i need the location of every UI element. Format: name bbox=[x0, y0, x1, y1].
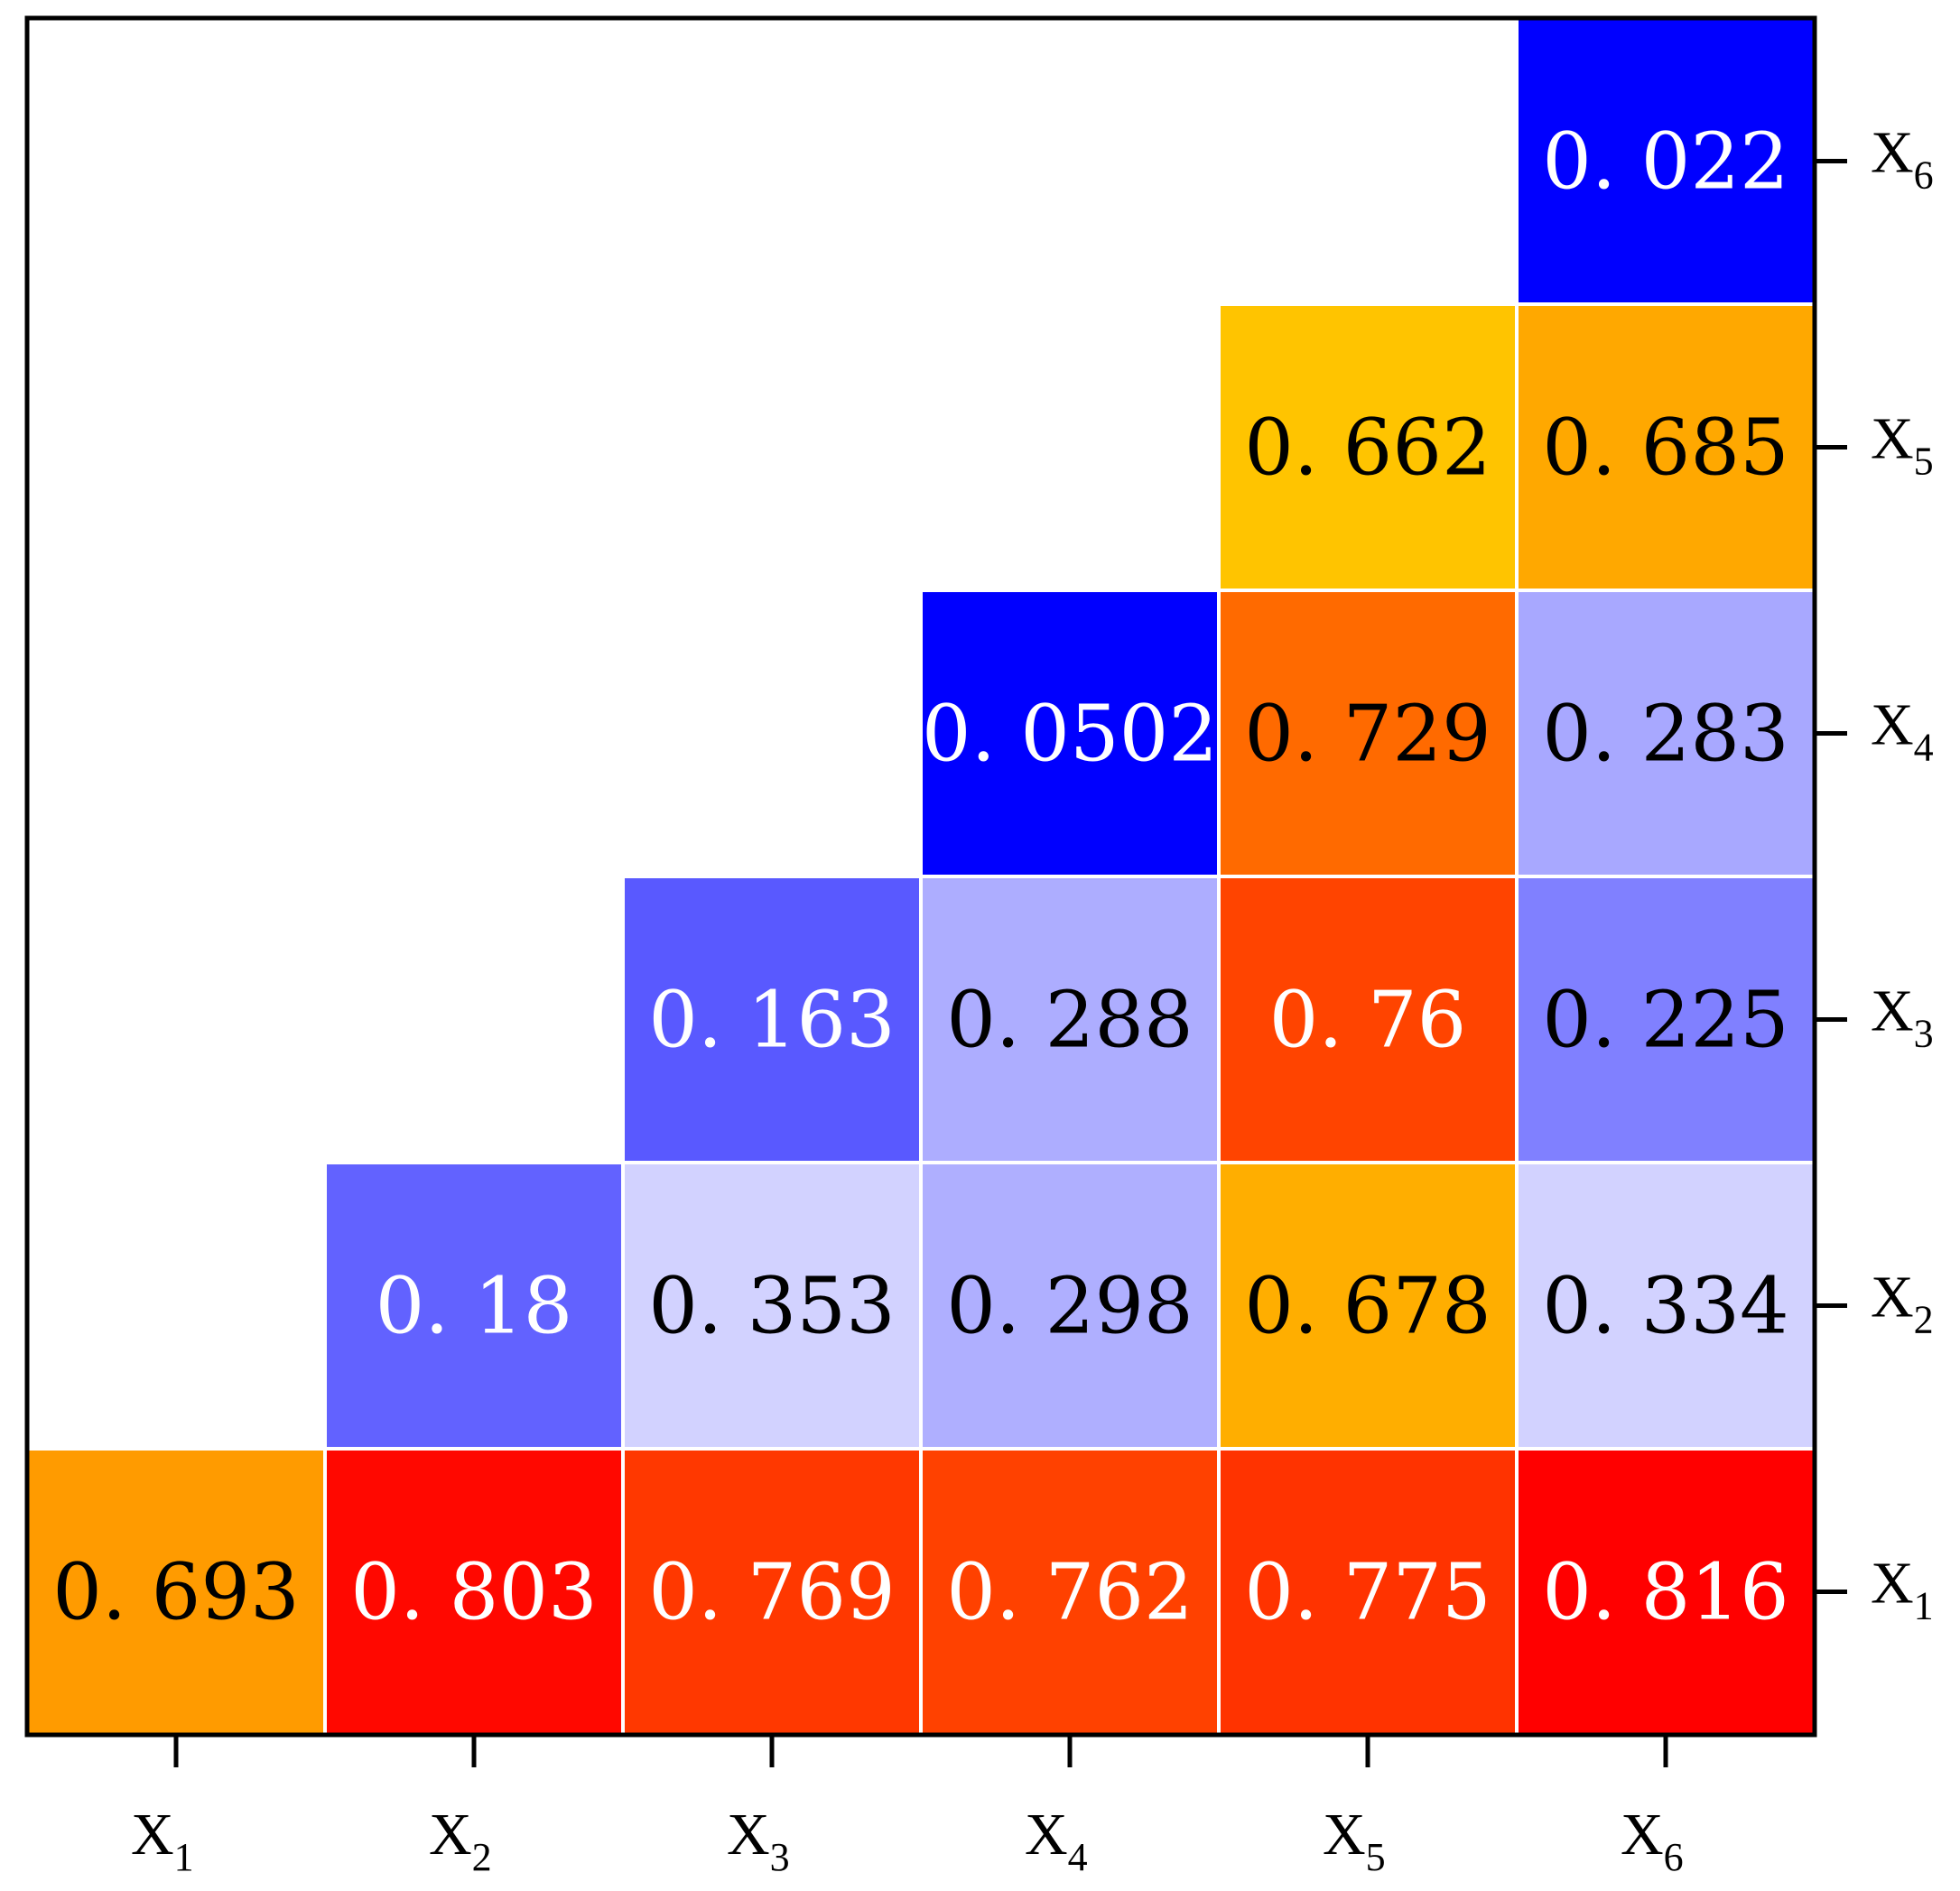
heatmap-cells: 0. 693 0. 803 0. 769 0. 762 0. 775 0. 816 0. 1… bbox=[29, 20, 1813, 1733]
x-tick-label: X1 bbox=[131, 1802, 194, 1879]
y-tick-label: X5 bbox=[1871, 406, 1934, 484]
cell-value-label: 0. 693 bbox=[52, 1548, 300, 1638]
cell-value-label: 0. 816 bbox=[1542, 1548, 1789, 1638]
heatmap-cell bbox=[327, 1451, 621, 1733]
x-tick-label: X6 bbox=[1621, 1802, 1684, 1879]
heatmap-cell bbox=[923, 592, 1217, 875]
heatmap-cell bbox=[1221, 1164, 1515, 1447]
cell-value-label: 0. 662 bbox=[1244, 403, 1491, 494]
heatmap-cell bbox=[29, 1451, 323, 1733]
cell-value-label: 0. 762 bbox=[946, 1548, 1194, 1638]
heatmap-cell bbox=[1519, 592, 1813, 875]
heatmap-cell bbox=[327, 1164, 621, 1447]
heatmap-cell bbox=[1519, 878, 1813, 1161]
x-tick-label: X3 bbox=[727, 1802, 790, 1879]
heatmap-cell bbox=[1519, 306, 1813, 589]
cell-value-label: 0. 334 bbox=[1542, 1262, 1789, 1352]
y-tick-label: X1 bbox=[1871, 1551, 1934, 1628]
cell-value-label: 0. 283 bbox=[1542, 690, 1789, 780]
cell-value-label: 0. 163 bbox=[648, 976, 896, 1066]
cell-value-label: 0. 685 bbox=[1542, 403, 1789, 494]
y-tick-label: X4 bbox=[1871, 692, 1934, 770]
heatmap-cell bbox=[625, 1451, 919, 1733]
y-tick-label: X3 bbox=[1871, 978, 1934, 1056]
cell-value-label: 0. 769 bbox=[648, 1548, 896, 1638]
cell-value-label: 0. 76 bbox=[1269, 976, 1467, 1066]
cell-value-label: 0. 225 bbox=[1542, 976, 1789, 1066]
cell-value-label: 0. 0502 bbox=[922, 690, 1218, 780]
heatmap-cell bbox=[923, 1451, 1217, 1733]
cell-value-label: 0. 022 bbox=[1542, 117, 1789, 208]
heatmap-cell bbox=[923, 1164, 1217, 1447]
x-tick-label: X4 bbox=[1025, 1802, 1088, 1879]
cell-value-label: 0. 803 bbox=[350, 1548, 598, 1638]
plot-frame bbox=[24, 15, 1817, 1738]
cell-value-label: 0. 288 bbox=[946, 976, 1194, 1066]
x-tick-label: X2 bbox=[429, 1802, 492, 1879]
cell-value-label: 0. 678 bbox=[1244, 1262, 1491, 1352]
cell-value-label: 0. 775 bbox=[1244, 1548, 1491, 1638]
x-tick-label: X5 bbox=[1323, 1802, 1386, 1879]
x-axis: X1 X2 X3 X4 X5 X6 bbox=[131, 1735, 1684, 1879]
heatmap-cell bbox=[1519, 1451, 1813, 1733]
heatmap-cell bbox=[1519, 1164, 1813, 1447]
cell-value-label: 0. 18 bbox=[376, 1262, 573, 1352]
heatmap-cell bbox=[625, 1164, 919, 1447]
heatmap-cell bbox=[1519, 20, 1813, 302]
cell-value-label: 0. 729 bbox=[1244, 690, 1491, 780]
heatmap-cell bbox=[1221, 592, 1515, 875]
y-axis-right: X1 X2 X3 X4 X5 X6 bbox=[1815, 120, 1934, 1628]
y-tick-label: X2 bbox=[1871, 1265, 1934, 1342]
heatmap-cell bbox=[1221, 1451, 1515, 1733]
heatmap-cell bbox=[1221, 878, 1515, 1161]
y-tick-label: X6 bbox=[1871, 120, 1934, 198]
heatmap-cell bbox=[1221, 306, 1515, 589]
cell-value-label: 0. 353 bbox=[648, 1262, 896, 1352]
cell-value-label: 0. 298 bbox=[946, 1262, 1194, 1352]
heatmap-cell bbox=[923, 878, 1217, 1161]
heatmap-cell bbox=[625, 878, 919, 1161]
